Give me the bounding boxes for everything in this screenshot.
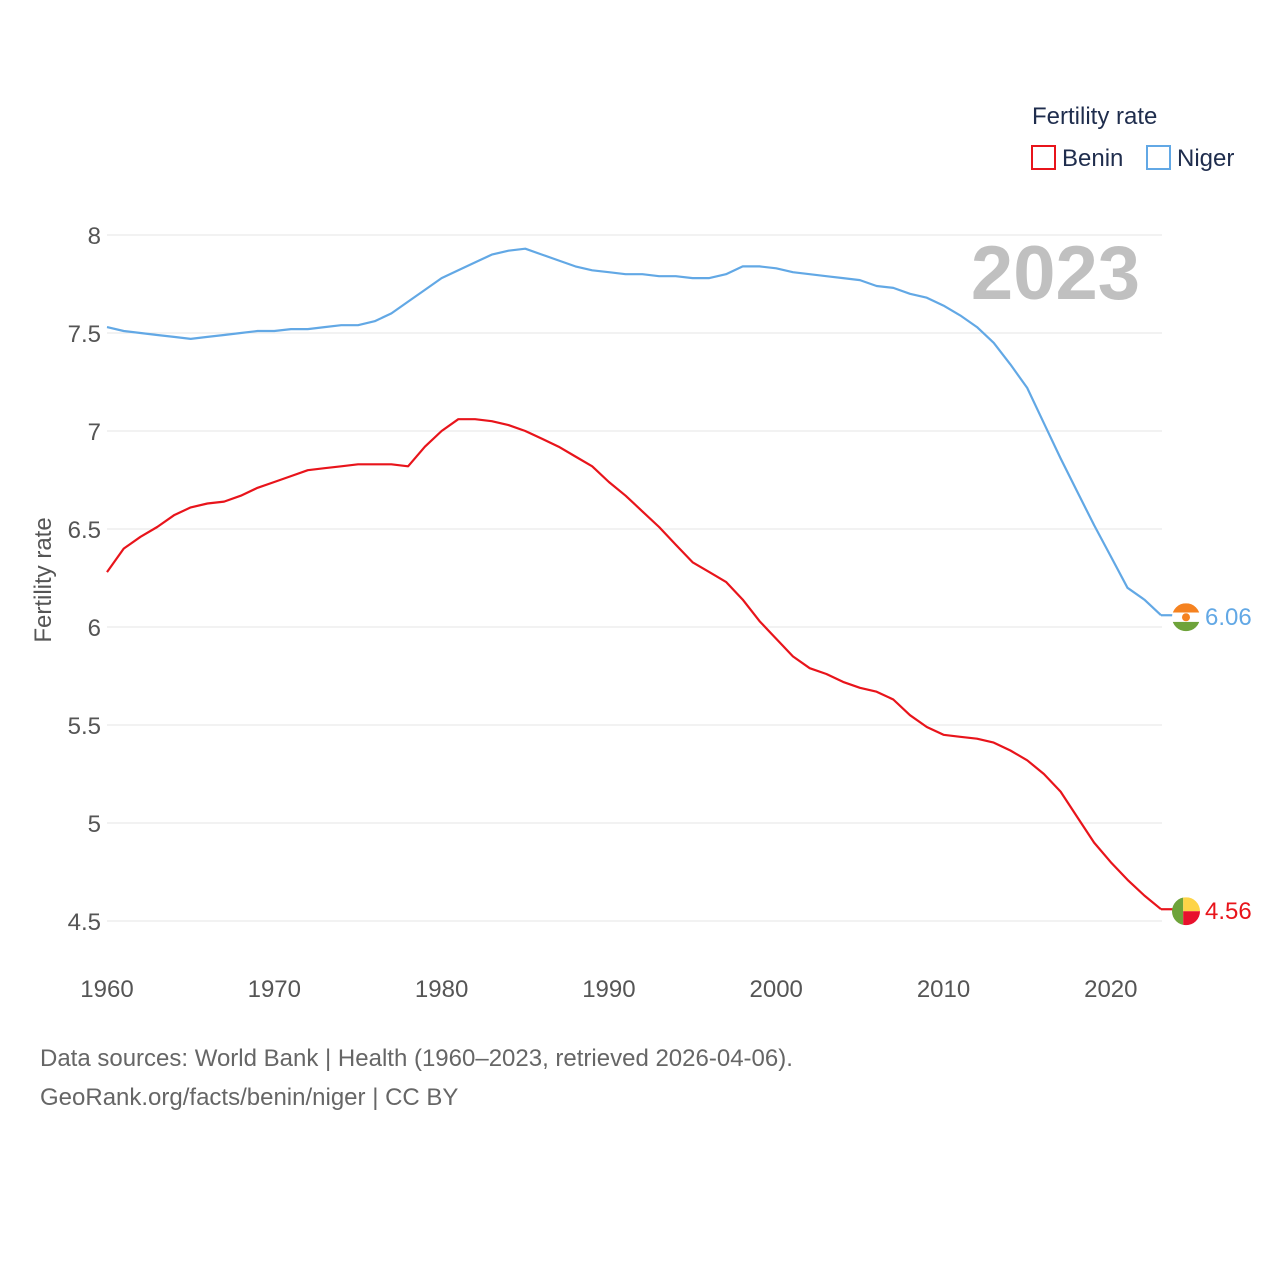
- x-tick-label: 2010: [917, 976, 970, 1003]
- legend-swatch-niger: [1146, 145, 1171, 170]
- series-lines: [106, 247, 1162, 911]
- x-axis-ticks: 1960 1970 1980 1990 2000 2010 2020: [80, 976, 1137, 1003]
- y-tick-label: 5: [88, 811, 101, 838]
- year-label: 2023: [971, 231, 1140, 316]
- attribution-line[interactable]: GeoRank.org/facts/benin/niger | CC BY: [40, 1084, 459, 1111]
- benin-flag-icon: [1172, 897, 1200, 926]
- niger-flag-icon: [1172, 603, 1200, 632]
- legend-label-niger: Niger: [1177, 145, 1234, 172]
- y-tick-label: 4.5: [68, 909, 101, 936]
- end-label-niger: 6.06: [1205, 604, 1252, 631]
- series-line-niger: [106, 247, 1162, 617]
- end-label-benin: 4.56: [1205, 898, 1252, 925]
- x-tick-label: 2000: [750, 976, 803, 1003]
- source-line: Data sources: World Bank | Health (1960–…: [40, 1045, 793, 1072]
- legend-swatch-benin: [1031, 145, 1056, 170]
- y-tick-label: 6: [88, 615, 101, 642]
- x-tick-label: 1970: [248, 976, 301, 1003]
- x-tick-label: 2020: [1084, 976, 1137, 1003]
- x-tick-label: 1990: [582, 976, 635, 1003]
- y-tick-label: 6.5: [68, 517, 101, 544]
- y-axis-title: Fertility rate: [30, 517, 57, 642]
- x-tick-label: 1980: [415, 976, 468, 1003]
- x-tick-label: 1960: [80, 976, 133, 1003]
- legend-item-niger[interactable]: Niger: [1146, 145, 1234, 172]
- legend-label-benin: Benin: [1062, 145, 1123, 172]
- legend-item-benin[interactable]: Benin: [1031, 145, 1123, 172]
- y-tick-label: 7.5: [68, 321, 101, 348]
- y-axis-ticks: 4.5 5 5.5 6 6.5 7 7.5 8: [68, 223, 101, 936]
- y-tick-label: 8: [88, 223, 101, 250]
- y-tick-label: 7: [88, 419, 101, 446]
- series-end-markers: 4.56 6.06: [1161, 603, 1252, 926]
- gridlines: [107, 234, 1162, 922]
- legend: Fertility rate Benin Niger: [1031, 103, 1234, 172]
- legend-title: Fertility rate: [1032, 103, 1157, 130]
- chart: 4.5 5 5.5 6 6.5 7 7.5 8 1960 1970 1980 1990 2000 201…: [30, 103, 1252, 1003]
- y-tick-label: 5.5: [68, 713, 101, 740]
- series-line-benin: [106, 418, 1162, 911]
